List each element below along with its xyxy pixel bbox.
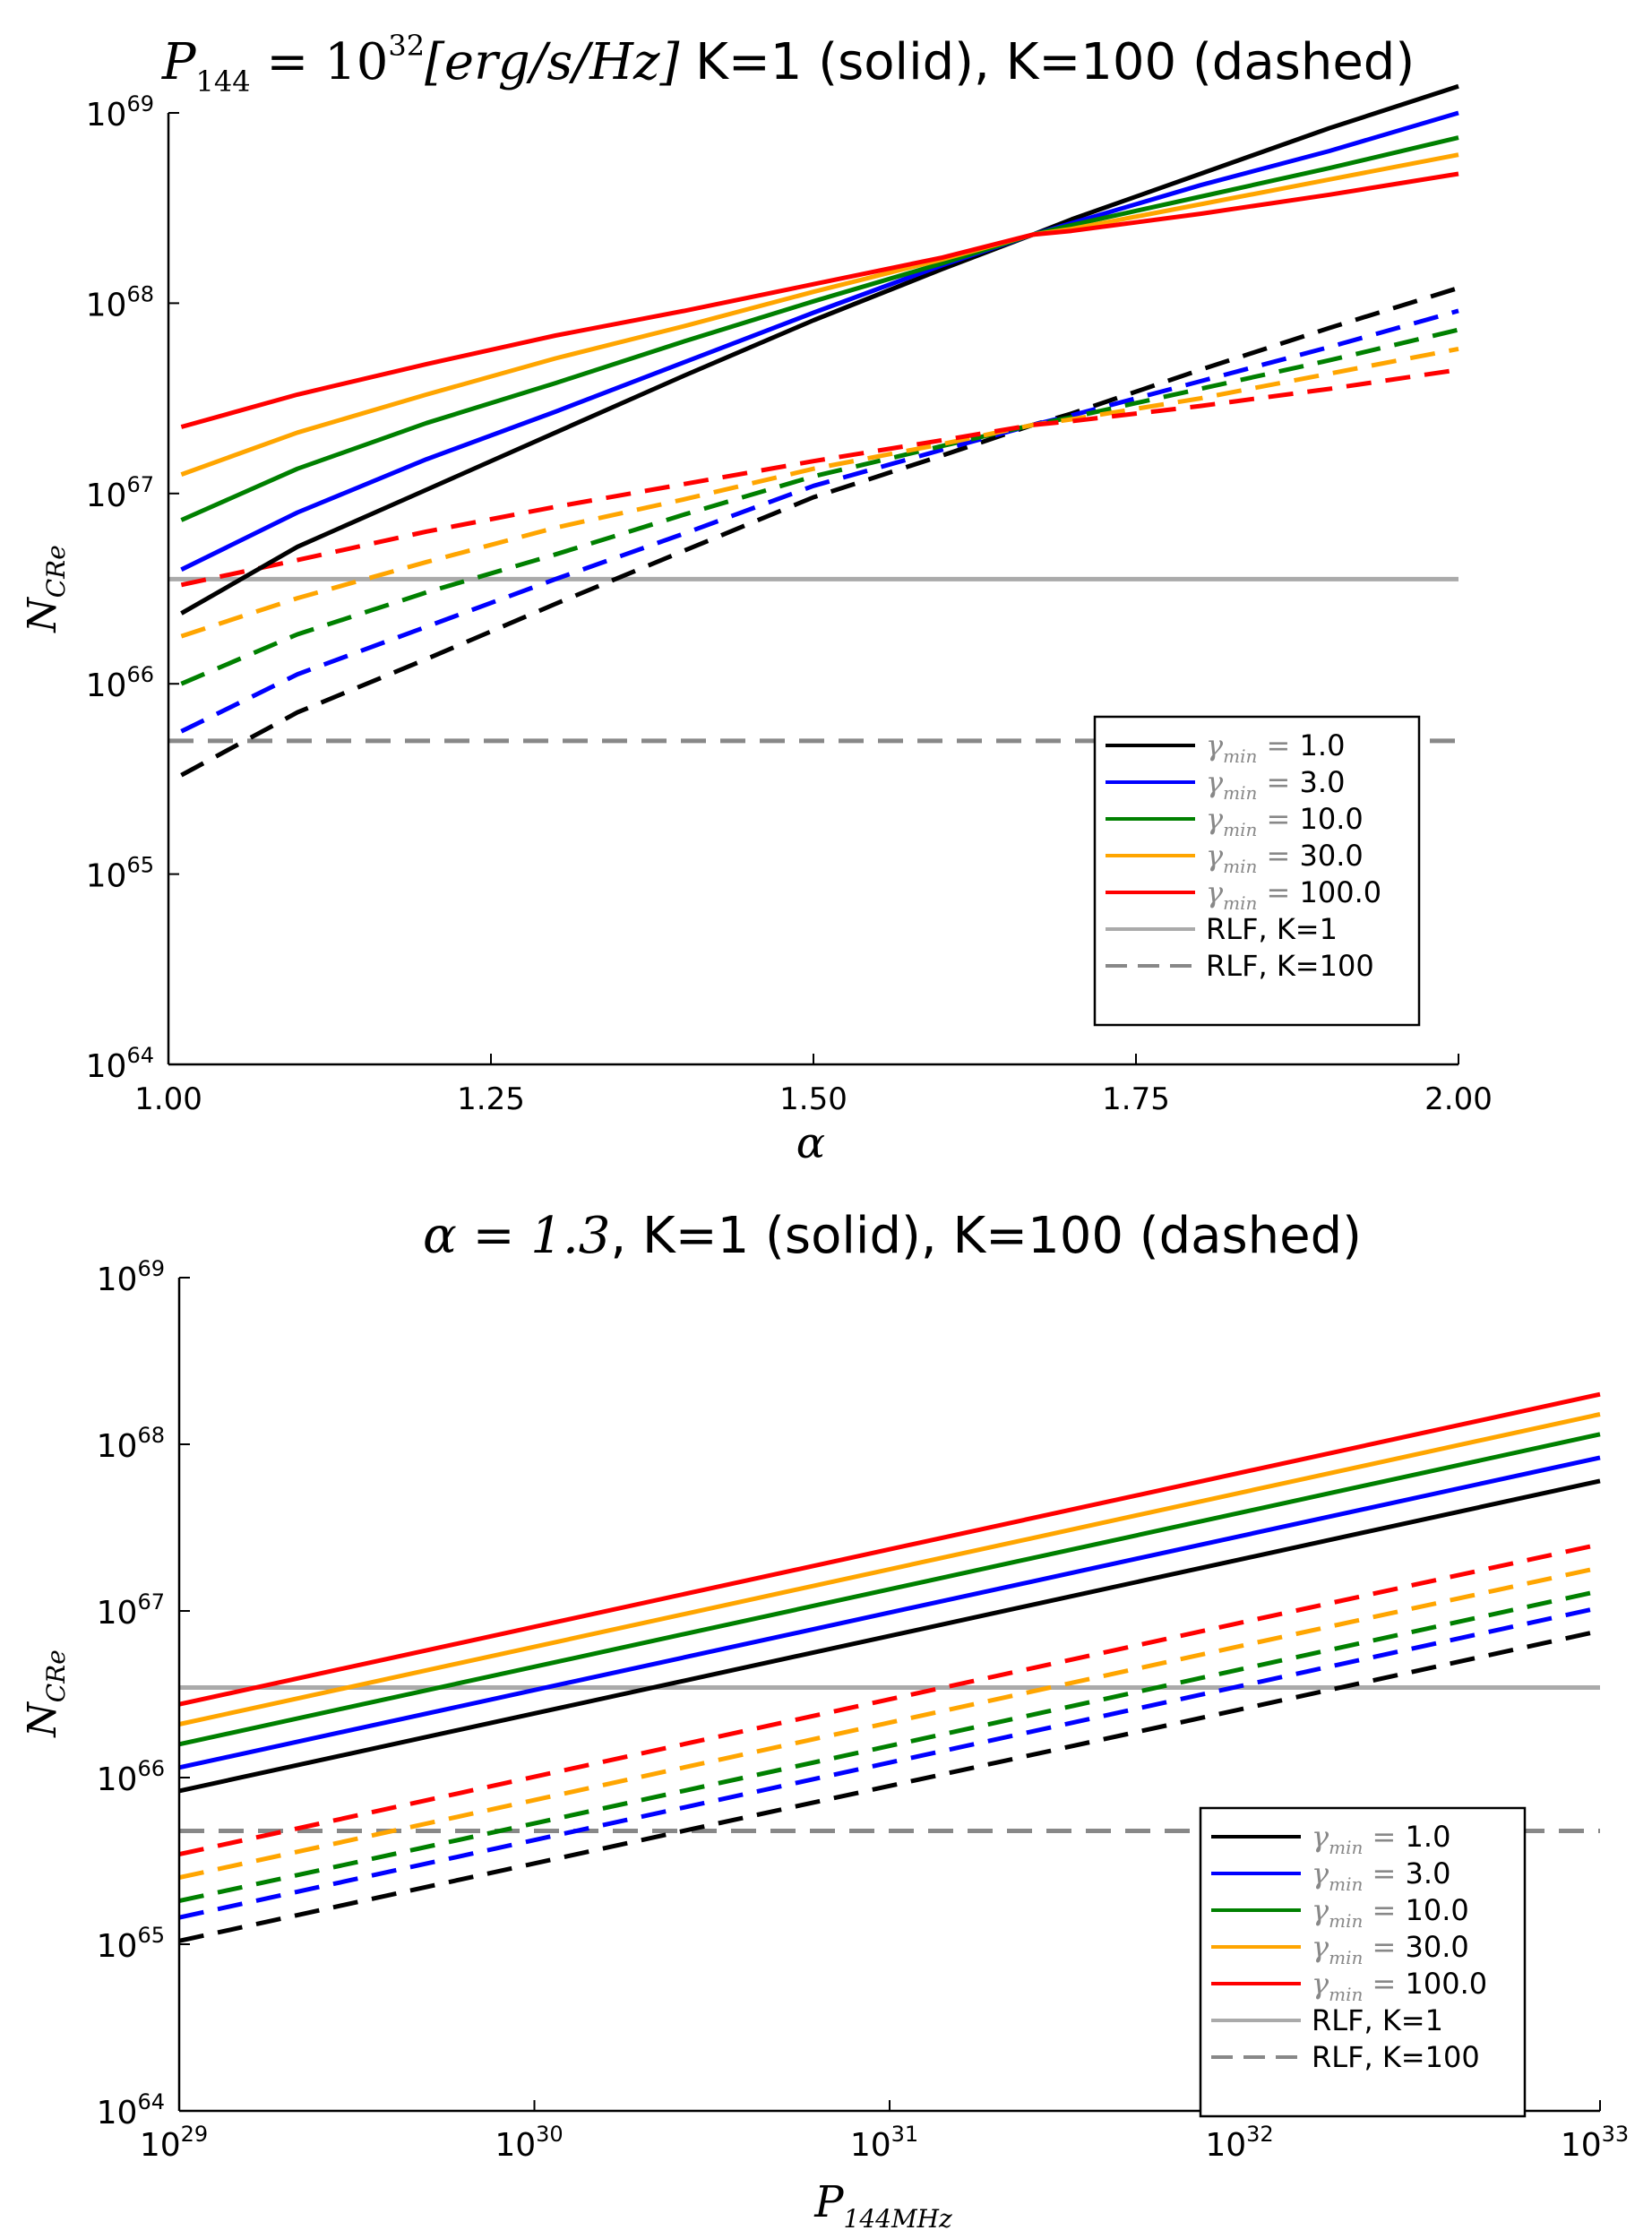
bottom-ytick-label: 1065 [97, 1923, 165, 1965]
top-legend-label: γmin = 30.0 [1206, 839, 1364, 877]
top-series-lines [180, 83, 1459, 778]
top-xtick-label: 2.00 [1424, 1081, 1493, 1117]
top-title-p-symbol: P [161, 33, 197, 91]
bottom-xtick-label: 1029 [140, 2122, 208, 2164]
panel-bottom-power: α = 1.3, K=1 (solid), K=100 (dashed) 102… [20, 1207, 1629, 2234]
top-xtick-label: 1.75 [1102, 1081, 1170, 1117]
top-series-9-dashed [180, 367, 1459, 588]
top-legend-label: γmin = 3.0 [1206, 765, 1345, 804]
bottom-ytick-label: 1067 [97, 1589, 165, 1632]
top-title-exponent: 32 [388, 29, 425, 63]
bottom-ytick-label: 1064 [97, 2089, 165, 2131]
top-legend-label: RLF, K=1 [1206, 912, 1338, 946]
top-legend-label: RLF, K=100 [1206, 949, 1374, 983]
bottom-legend-label: γmin = 100.0 [1312, 1967, 1487, 2005]
top-ytick-label: 1067 [86, 472, 154, 514]
top-x-ticks: 1.00 1.25 1.50 1.75 2.00 [134, 1054, 1493, 1117]
top-title-unit: [erg/s/Hz] [425, 33, 679, 91]
top-series-2-solid [180, 135, 1459, 522]
top-series-4-solid [180, 171, 1459, 429]
top-ytick-label: 1065 [86, 853, 154, 895]
top-series-5-dashed [180, 286, 1459, 778]
top-series-1-solid [180, 110, 1459, 573]
bottom-xtick-label: 1030 [495, 2122, 563, 2164]
bottom-x-axis-label-symbol: P [813, 2177, 844, 2227]
top-series-3-solid [180, 152, 1459, 477]
bottom-title-plain: , K=1 (solid), K=100 (dashed) [610, 1207, 1362, 1265]
bottom-legend-box [1199, 1806, 1527, 2118]
top-legend-label: γmin = 10.0 [1206, 802, 1364, 840]
bottom-chart-title: α = 1.3, K=1 (solid), K=100 (dashed) [423, 1207, 1362, 1265]
bottom-legend-label: γmin = 3.0 [1312, 1856, 1450, 1895]
top-ytick-label: 1066 [86, 662, 154, 704]
top-ytick-label: 1069 [86, 91, 154, 133]
bottom-xtick-label: 1031 [850, 2122, 918, 2164]
top-ytick-label: 1064 [86, 1043, 154, 1085]
top-series-6-dashed [180, 308, 1459, 734]
top-chart-title: P144 = 1032[erg/s/Hz] K=1 (solid), K=100… [161, 29, 1415, 99]
top-legend-box [1093, 715, 1421, 1027]
bottom-y-axis-label-symbol: N [20, 1701, 65, 1738]
top-ytick-label: 1068 [86, 281, 154, 323]
top-series-0-solid [180, 83, 1459, 616]
bottom-series-8-dashed [178, 1565, 1601, 1881]
bottom-series-lines [178, 1391, 1601, 1943]
bottom-ytick-label: 1066 [97, 1756, 165, 1798]
bottom-x-axis-label-subscript: 144MHz [844, 2204, 953, 2234]
bottom-ytick-label: 1068 [97, 1423, 165, 1465]
bottom-xtick-label: 1032 [1205, 2122, 1273, 2164]
bottom-x-axis-label: P144MHz [813, 2177, 952, 2234]
top-title-p-subscript: 144 [196, 65, 251, 99]
bottom-series-7-dashed [178, 1589, 1601, 1904]
bottom-legend-label: RLF, K=1 [1312, 2003, 1443, 2037]
bottom-series-1-solid [178, 1455, 1601, 1770]
bottom-title-math: α = 1.3 [423, 1207, 610, 1265]
bottom-legend-label: γmin = 30.0 [1312, 1930, 1469, 1968]
bottom-y-axis-label-subscript: CRe [41, 1649, 71, 1702]
bottom-series-5-dashed [178, 1628, 1601, 1943]
top-y-axis-label-subscript: CRe [41, 545, 71, 598]
top-xtick-label: 1.50 [779, 1081, 848, 1117]
bottom-legend-label: RLF, K=100 [1312, 2040, 1480, 2074]
top-title-plain: K=1 (solid), K=100 (dashed) [679, 33, 1415, 91]
bottom-ytick-label: 1069 [97, 1256, 165, 1298]
bottom-series-2-solid [178, 1432, 1601, 1747]
top-y-axis-label: NCRe [20, 545, 71, 633]
panel-top-alpha: P144 = 1032[erg/s/Hz] K=1 (solid), K=100… [20, 29, 1493, 1168]
top-y-axis-label-symbol: N [20, 597, 65, 633]
bottom-series-0-solid [178, 1478, 1601, 1794]
top-series-8-dashed [180, 346, 1459, 639]
top-series-7-dashed [180, 327, 1459, 686]
bottom-x-ticks: 1029 1030 1031 1032 1033 [140, 2100, 1629, 2164]
bottom-series-6-dashed [178, 1605, 1601, 1920]
top-legend-label: γmin = 1.0 [1206, 728, 1345, 767]
bottom-series-4-solid [178, 1391, 1601, 1707]
top-xtick-label: 1.00 [134, 1081, 202, 1117]
bottom-series-9-dashed [178, 1542, 1601, 1857]
bottom-y-ticks: 1064 1065 1066 1067 1068 1069 [97, 1256, 190, 2131]
bottom-xtick-label: 1033 [1561, 2122, 1629, 2164]
bottom-legend-label: γmin = 1.0 [1312, 1820, 1450, 1858]
top-y-ticks: 1064 1065 1066 1067 1068 1069 [86, 91, 179, 1085]
bottom-y-axis-label: NCRe [20, 1649, 71, 1738]
bottom-series-3-solid [178, 1412, 1601, 1727]
top-title-equals: = 10 [251, 33, 389, 91]
top-x-axis-label: α [796, 1118, 825, 1168]
top-legend-label: γmin = 100.0 [1206, 875, 1381, 914]
bottom-legend-label: γmin = 10.0 [1312, 1893, 1469, 1932]
top-xtick-label: 1.25 [457, 1081, 525, 1117]
